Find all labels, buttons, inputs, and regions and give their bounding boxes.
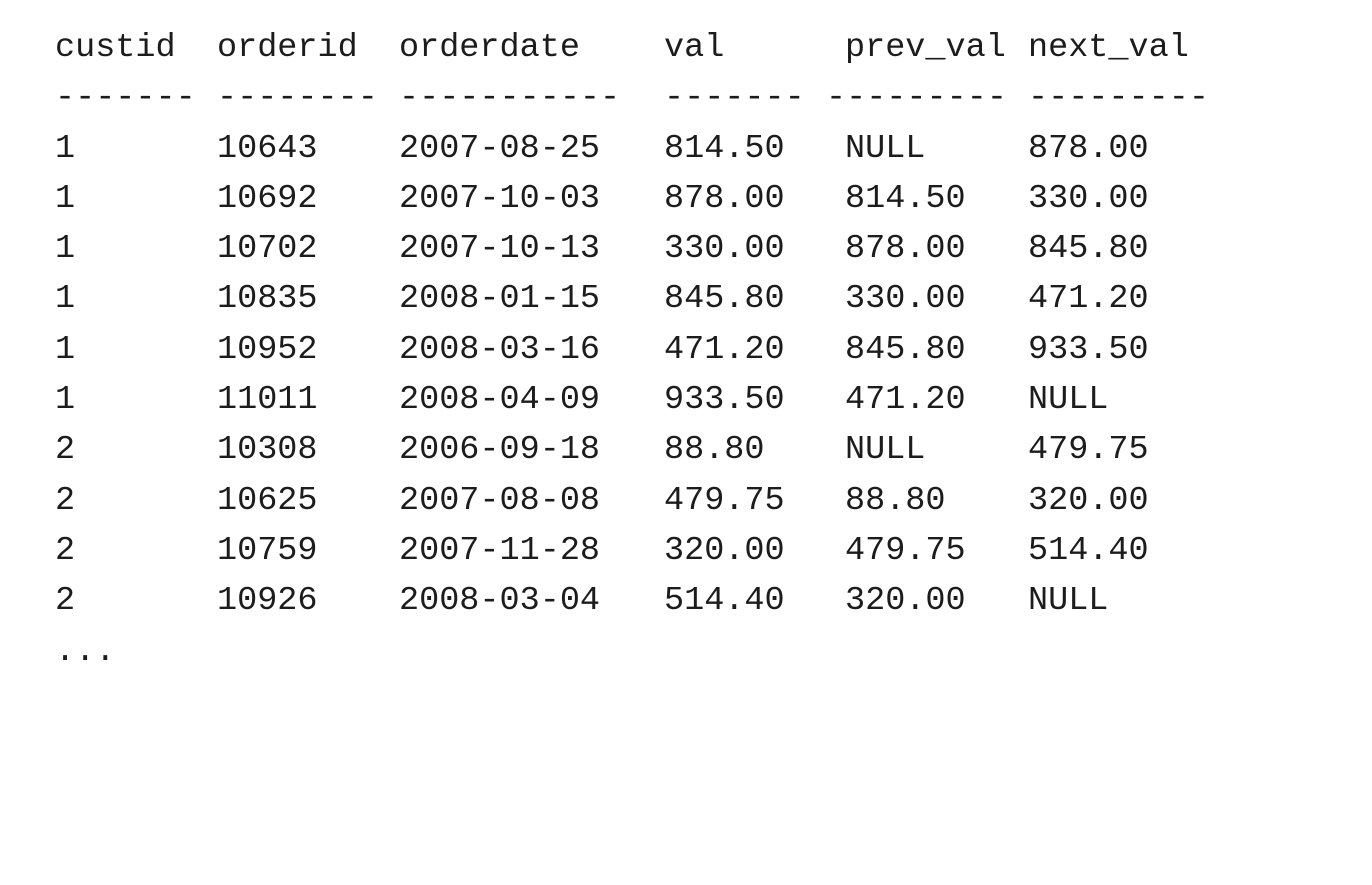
separator-custid: ------- xyxy=(55,79,196,118)
cell-next-val: 514.40 xyxy=(1028,531,1149,570)
cell-orderdate: 2007-11-28 xyxy=(399,531,601,570)
cell-next-val: NULL xyxy=(1028,381,1109,420)
cell-prev-val: 330.00 xyxy=(845,280,966,319)
cell-val: 471.20 xyxy=(664,330,785,369)
cell-next-val: 878.00 xyxy=(1028,129,1149,168)
cell-orderid: 10835 xyxy=(217,280,318,319)
cell-val: 933.50 xyxy=(664,381,785,420)
cell-orderid: 10952 xyxy=(217,330,318,369)
cell-custid: 2 xyxy=(55,481,76,520)
top-border xyxy=(0,0,1372,3)
cell-val: 845.80 xyxy=(664,280,785,319)
cell-orderdate: 2007-08-08 xyxy=(399,481,601,520)
cell-prev-val: 878.00 xyxy=(845,230,966,269)
cell-orderid: 10702 xyxy=(217,230,318,269)
cell-orderdate: 2007-10-03 xyxy=(399,179,601,218)
cell-orderdate: 2008-03-16 xyxy=(399,330,601,369)
cell-val: 878.00 xyxy=(664,179,785,218)
table-row: 1 10702 2007-10-13 330.00 878.00 845.80 xyxy=(55,229,1149,279)
cell-val: 330.00 xyxy=(664,230,785,269)
cell-custid: 2 xyxy=(55,531,76,570)
cell-next-val: 330.00 xyxy=(1028,179,1149,218)
cell-next-val: 320.00 xyxy=(1028,481,1149,520)
cell-next-val: NULL xyxy=(1028,582,1109,621)
column-header-custid: custid xyxy=(55,29,176,67)
table-row: 1 10692 2007-10-03 878.00 814.50 330.00 xyxy=(55,179,1149,229)
cell-orderid: 10625 xyxy=(217,481,318,520)
column-header-row: custid orderid orderdate val prev_val ne… xyxy=(55,28,1189,78)
cell-orderdate: 2007-08-25 xyxy=(399,129,601,168)
column-header-prev-val: prev_val xyxy=(845,29,1006,67)
column-header-orderdate: orderdate xyxy=(399,29,580,67)
table-row: 1 11011 2008-04-09 933.50 471.20 NULL xyxy=(55,380,1108,430)
cell-custid: 1 xyxy=(55,280,76,319)
cell-custid: 2 xyxy=(55,431,76,470)
cell-next-val: 479.75 xyxy=(1028,431,1149,470)
cell-orderid: 10308 xyxy=(217,431,318,470)
cell-val: 479.75 xyxy=(664,481,785,520)
cell-next-val: 845.80 xyxy=(1028,230,1149,269)
separator-orderid: -------- xyxy=(217,79,378,118)
table-row: 1 10952 2008-03-16 471.20 845.80 933.50 xyxy=(55,330,1149,380)
table-row: 2 10759 2007-11-28 320.00 479.75 514.40 xyxy=(55,531,1149,581)
column-header-val: val xyxy=(664,29,725,67)
cell-orderdate: 2007-10-13 xyxy=(399,230,601,269)
cell-next-val: 471.20 xyxy=(1028,280,1149,319)
cell-orderid: 10759 xyxy=(217,531,318,570)
cell-custid: 1 xyxy=(55,381,76,420)
cell-prev-val: 814.50 xyxy=(845,179,966,218)
ellipsis-row: ... xyxy=(55,632,135,682)
cell-custid: 2 xyxy=(55,582,76,621)
separator-next-val: --------- xyxy=(1028,79,1209,118)
table-row: 1 10835 2008-01-15 845.80 330.00 471.20 xyxy=(55,279,1149,329)
table-row: 2 10308 2006-09-18 88.80 NULL 479.75 xyxy=(55,430,1149,480)
query-result-listing: custid orderid orderdate val prev_val ne… xyxy=(55,28,1209,682)
separator-val: ------- xyxy=(664,79,805,118)
table-row: 2 10625 2007-08-08 479.75 88.80 320.00 xyxy=(55,481,1149,531)
separator-row: ------- -------- ----------- ------- ---… xyxy=(55,78,1209,128)
cell-prev-val: 88.80 xyxy=(845,481,946,520)
separator-prev-val: --------- xyxy=(826,79,1007,118)
column-header-orderid: orderid xyxy=(217,29,358,67)
separator-orderdate: ----------- xyxy=(399,79,621,118)
cell-prev-val: NULL xyxy=(845,431,926,470)
cell-next-val: 933.50 xyxy=(1028,330,1149,369)
cell-orderid: 10692 xyxy=(217,179,318,218)
cell-orderdate: 2008-04-09 xyxy=(399,381,601,420)
cell-orderdate: 2008-01-15 xyxy=(399,280,601,319)
cell-orderid: 11011 xyxy=(217,381,318,420)
table-row: 1 10643 2007-08-25 814.50 NULL 878.00 xyxy=(55,129,1149,179)
cell-custid: 1 xyxy=(55,129,76,168)
more-rows-ellipsis: ... xyxy=(55,632,116,671)
cell-val: 814.50 xyxy=(664,129,785,168)
cell-val: 88.80 xyxy=(664,431,765,470)
cell-orderdate: 2008-03-04 xyxy=(399,582,601,621)
cell-orderdate: 2006-09-18 xyxy=(399,431,601,470)
column-header-next-val: next_val xyxy=(1028,29,1189,67)
cell-val: 320.00 xyxy=(664,531,785,570)
cell-orderid: 10926 xyxy=(217,582,318,621)
cell-prev-val: NULL xyxy=(845,129,926,168)
cell-prev-val: 845.80 xyxy=(845,330,966,369)
cell-custid: 1 xyxy=(55,230,76,269)
cell-prev-val: 479.75 xyxy=(845,531,966,570)
cell-custid: 1 xyxy=(55,330,76,369)
table-row: 2 10926 2008-03-04 514.40 320.00 NULL xyxy=(55,581,1108,631)
cell-prev-val: 320.00 xyxy=(845,582,966,621)
cell-orderid: 10643 xyxy=(217,129,318,168)
cell-prev-val: 471.20 xyxy=(845,381,966,420)
cell-custid: 1 xyxy=(55,179,76,218)
cell-val: 514.40 xyxy=(664,582,785,621)
